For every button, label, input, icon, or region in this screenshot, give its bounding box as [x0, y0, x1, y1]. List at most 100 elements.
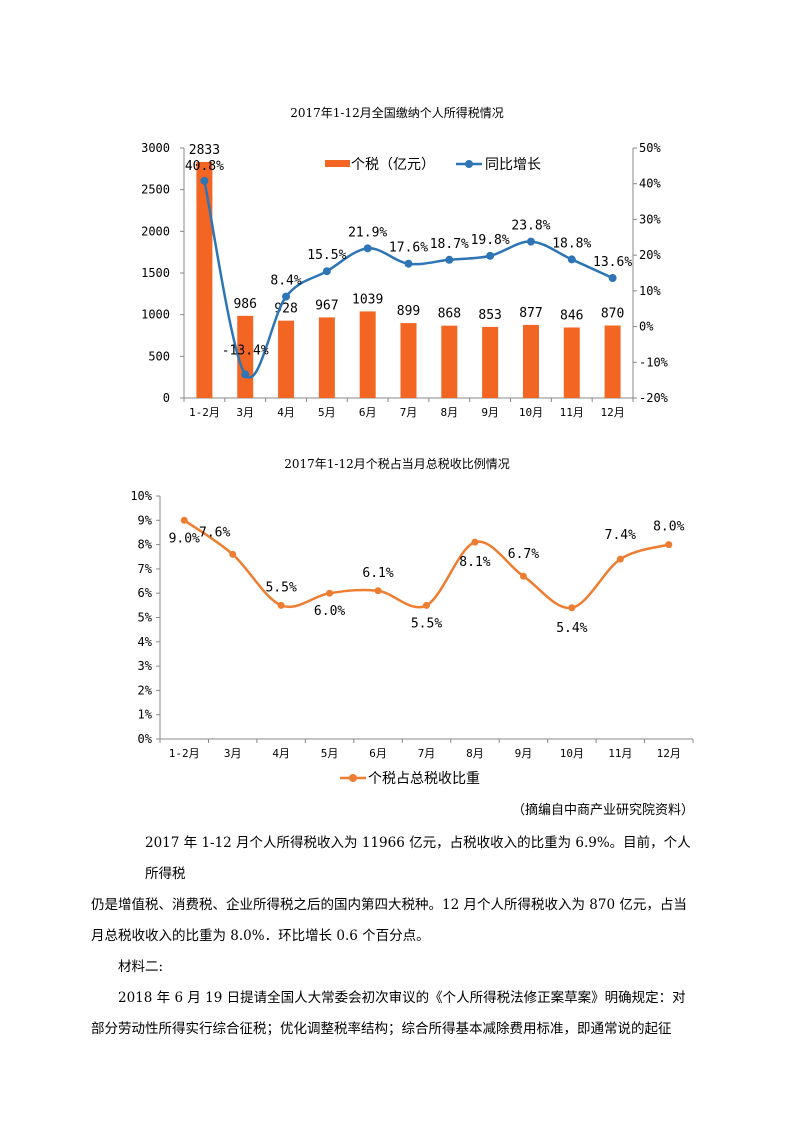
share-value-label: 7.4% — [605, 528, 636, 543]
share-point — [471, 538, 479, 546]
bar — [563, 327, 580, 398]
share-value-label: 5.5% — [265, 580, 296, 595]
growth-point — [608, 274, 617, 282]
left-tick-label: 0 — [163, 391, 170, 405]
left-tick-label: 3000 — [141, 141, 170, 155]
x-tick-label: 3月 — [236, 406, 254, 419]
chart1-title: 2017年1-12月全国缴纳个人所得税情况 — [290, 106, 504, 120]
legend-label: 个税占总税收比重 — [368, 771, 480, 787]
growth-value-label: 23.8% — [511, 219, 550, 234]
y-tick-label: 9% — [138, 513, 153, 527]
paragraph-2-line-2: 部分劳动性所得实行综合征税；优化调整税率结构；综合所得基本减除费用标准，即通常说… — [91, 1021, 672, 1037]
x-tick-label: 9月 — [515, 747, 533, 760]
y-tick-label: 3% — [138, 659, 153, 673]
x-tick-label: 4月 — [272, 747, 290, 760]
x-tick-label: 8月 — [441, 406, 459, 419]
paragraph-1-line-3: 月总税收收入的比重为 8.0%．环比增长 0.6 个百分点。 — [91, 928, 430, 944]
chart1-tax-revenue: 0 500 1000 1500 2000 2500 3000 -20% -10% 0% 10% 20%… — [141, 141, 669, 419]
growth-point — [445, 255, 454, 264]
left-tick-label: 1000 — [141, 308, 170, 322]
left-tick-label: 1500 — [141, 266, 170, 280]
bar — [359, 311, 376, 398]
share-value-label: 7.6% — [199, 525, 230, 540]
legend-bar-swatch — [325, 160, 350, 167]
paragraph-1-line-1: 2017 年 1-12 月个人所得税收入为 11966 亿元，占税收收入的比重为… — [145, 835, 691, 882]
y-tick-label: 5% — [138, 611, 153, 625]
paragraph-1-line-2: 仍是增值税、消费税、企业所得税之后的国内第四大税种。12 月个人所得税收入为 8… — [91, 897, 687, 913]
x-tick-label: 1-2月 — [169, 747, 200, 760]
share-value-label: 6.7% — [508, 547, 539, 562]
share-point — [229, 550, 237, 558]
bar — [604, 325, 621, 398]
bar — [278, 320, 295, 398]
y-tick-label: 2% — [138, 683, 153, 697]
share-value-label: 8.0% — [653, 520, 684, 535]
x-tick-label: 4月 — [277, 406, 295, 419]
bar — [196, 161, 213, 398]
bar-value-label: 986 — [233, 297, 256, 312]
growth-value-label: 17.6% — [389, 241, 428, 256]
x-tick-label: 6月 — [359, 406, 377, 419]
x-tick-label: 10月 — [560, 747, 584, 760]
legend-line-label: 同比增长 — [485, 157, 541, 173]
right-tick-label: 0% — [639, 320, 654, 334]
legend-line-marker — [465, 160, 473, 168]
growth-value-label: 15.5% — [307, 248, 346, 263]
x-tick-label: 7月 — [400, 406, 418, 419]
share-point — [326, 589, 334, 597]
growth-value-label: -13.4% — [222, 343, 269, 358]
x-tick-label: 3月 — [224, 747, 242, 760]
chart2-tax-share: 0% 1% 2% 3% 4% 5% 6% 7% 8% 9% 10% 1-2月 3月 4月 5月 6月 7月 8月 9… — [130, 489, 694, 787]
growth-point — [363, 244, 372, 253]
share-line — [183, 519, 670, 610]
growth-value-label: 18.7% — [430, 237, 469, 252]
bar-value-label: 2833 — [189, 143, 220, 158]
growth-point — [404, 259, 413, 268]
right-tick-label: 40% — [639, 177, 661, 191]
bar — [482, 326, 499, 398]
y-tick-label: 0% — [138, 732, 153, 746]
x-tick-label: 7月 — [418, 747, 436, 760]
x-tick-label: 8月 — [466, 747, 484, 760]
share-point — [568, 604, 576, 612]
chart2-title: 2017年1-12月个税占当月总税收比例情况 — [284, 457, 510, 471]
growth-point — [322, 267, 331, 276]
left-tick-label: 500 — [148, 349, 170, 363]
paragraph-2-line-1: 2018 年 6 月 19 日提请全国人大常委会初次审议的《个人所得税法修正案草… — [118, 990, 686, 1006]
right-tick-label: 50% — [639, 141, 661, 155]
right-tick-label: 30% — [639, 212, 661, 226]
growth-value-label: 8.4% — [270, 274, 301, 289]
bar-value-label: 899 — [397, 304, 420, 319]
bar-value-label: 1039 — [352, 292, 383, 307]
left-tick-label: 2500 — [141, 183, 170, 197]
x-tick-label: 12月 — [657, 747, 681, 760]
legend-line-marker — [349, 774, 357, 782]
growth-point — [486, 251, 495, 260]
share-point — [665, 541, 673, 549]
right-tick-label: -20% — [639, 391, 669, 405]
x-tick-label: 5月 — [321, 747, 339, 760]
share-point — [519, 572, 527, 580]
share-point — [277, 601, 285, 609]
share-value-label: 6.0% — [314, 604, 345, 619]
y-tick-label: 4% — [138, 635, 153, 649]
y-tick-label: 6% — [138, 586, 153, 600]
bar — [400, 323, 417, 398]
share-value-label: 6.1% — [362, 566, 393, 581]
y-tick-label: 7% — [138, 562, 153, 576]
growth-point — [567, 255, 576, 264]
right-tick-label: 20% — [639, 248, 661, 262]
growth-value-label: 40.8% — [185, 159, 224, 174]
x-tick-label: 12月 — [600, 406, 624, 419]
legend-bar-label: 个税（亿元） — [351, 157, 435, 173]
bar-value-label: 846 — [560, 309, 583, 324]
body-text: 2017 年 1-12 月个人所得税收入为 11966 亿元，占税收收入的比重为… — [91, 828, 694, 1045]
share-value-label: 8.1% — [459, 555, 490, 570]
bar-value-label: 877 — [519, 306, 542, 321]
x-tick-label: 1-2月 — [189, 406, 220, 419]
growth-point — [241, 370, 250, 379]
growth-value-label: 18.8% — [552, 236, 591, 251]
x-tick-label: 6月 — [369, 747, 387, 760]
share-value-label: 5.4% — [556, 621, 587, 636]
